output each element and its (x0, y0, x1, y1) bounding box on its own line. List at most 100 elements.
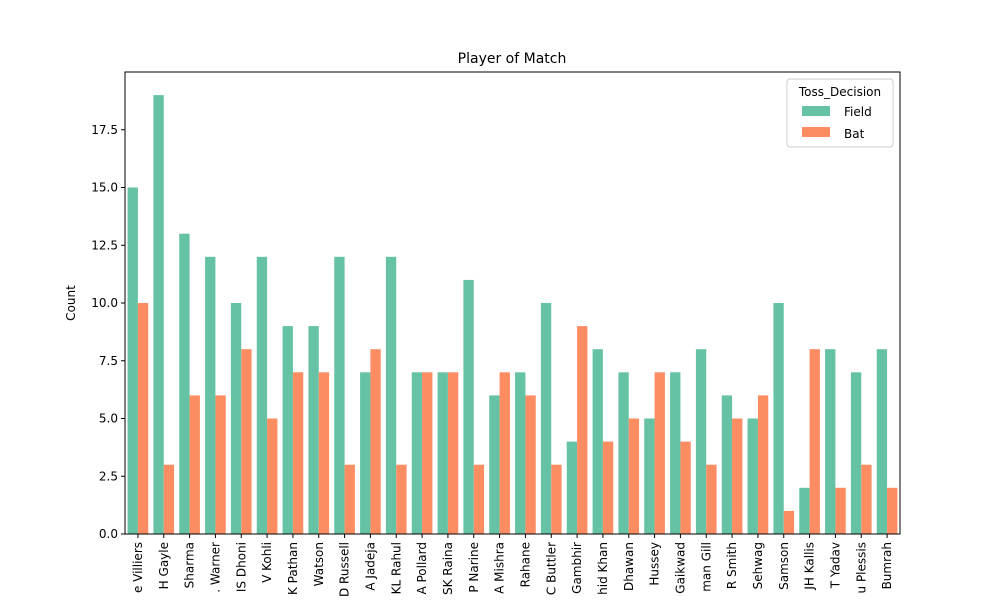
x-tick-label: Sharma (183, 542, 197, 588)
bar-field-11 (411, 372, 423, 534)
bar-bat-10 (396, 464, 407, 534)
bar-field-20 (644, 418, 655, 534)
bar-field-9 (360, 372, 371, 534)
x-tick-label: Gambhir (570, 542, 584, 594)
bar-bat-28 (861, 464, 872, 534)
bar-bat-19 (628, 418, 640, 534)
y-tick-label: 7.5 (99, 354, 118, 368)
y-axis-ticks: 0.0 2.5 5.0 7.5 10.0 12.5 15.0 17.5 (91, 123, 125, 541)
bars-group (127, 95, 898, 534)
bar-bat-11 (422, 372, 433, 534)
bar-bat-17 (577, 326, 588, 534)
bar-bat-22 (706, 464, 717, 534)
bar-bat-16 (551, 464, 562, 534)
bar-field-21 (670, 372, 681, 534)
y-tick-label: 12.5 (91, 238, 118, 252)
x-tick-label: Sehwag (751, 542, 765, 589)
y-tick-label: 2.5 (99, 469, 118, 483)
x-tick-label: H Gayle (157, 542, 171, 589)
bar-bat-18 (602, 441, 614, 534)
x-tick-label: C Buttler (544, 542, 558, 595)
bar-bat-4 (241, 349, 252, 534)
bar-bat-27 (835, 487, 846, 534)
x-tick-label: Rahane (518, 542, 532, 587)
x-tick-label: A Mishra (493, 542, 507, 594)
y-tick-label: 0.0 (99, 527, 118, 541)
x-tick-label: . Warner (208, 542, 222, 593)
bar-field-22 (695, 349, 707, 534)
bar-bat-2 (189, 395, 200, 534)
bar-bat-21 (680, 441, 691, 534)
bar-bat-15 (525, 395, 536, 534)
bar-bat-5 (267, 418, 278, 534)
legend-title: Toss_Decision (798, 85, 881, 99)
legend-label-field: Field (844, 105, 872, 119)
x-tick-label: man Gill (699, 542, 713, 592)
chart-title: Player of Match (458, 51, 567, 67)
x-tick-label: Dhawan (622, 542, 636, 591)
x-tick-label: R Smith (725, 542, 739, 589)
bar-field-8 (334, 256, 345, 534)
bar-bat-25 (783, 510, 795, 534)
x-tick-label: IS Dhoni (234, 542, 248, 592)
x-tick-label: A Pollard (415, 542, 429, 595)
bar-field-29 (876, 349, 888, 534)
x-tick-label: T Yadav (828, 542, 842, 589)
bar-bat-7 (318, 372, 330, 534)
bar-bat-6 (292, 372, 304, 534)
bar-field-6 (282, 326, 293, 534)
bar-field-26 (799, 487, 810, 534)
bar-bat-9 (370, 349, 381, 534)
bar-field-4 (230, 303, 242, 534)
x-tick-label: KL Rahul (389, 542, 403, 594)
bar-field-25 (773, 303, 784, 534)
y-tick-label: 17.5 (91, 123, 118, 137)
bar-bat-14 (499, 372, 510, 534)
x-tick-label: e Villiers (131, 542, 145, 593)
bar-field-10 (385, 256, 397, 534)
bar-bat-24 (757, 395, 769, 534)
bar-field-23 (721, 395, 733, 534)
legend-swatch-field (802, 106, 830, 116)
x-tick-label: Watson (312, 542, 326, 586)
bar-bat-29 (887, 487, 898, 534)
bar-bat-20 (654, 372, 665, 534)
x-tick-label: JH Kallis (803, 542, 817, 591)
y-axis-label: Count (64, 285, 78, 321)
x-tick-label: P Narine (467, 542, 481, 593)
x-tick-label: hid Khan (596, 542, 610, 595)
legend: Toss_Decision Field Bat (786, 78, 894, 148)
bar-bat-0 (137, 303, 149, 534)
bar-field-24 (747, 418, 758, 534)
bar-field-15 (515, 372, 526, 534)
bar-field-5 (256, 256, 268, 534)
x-tick-label: Samson (777, 542, 791, 590)
bar-bat-26 (809, 349, 820, 534)
x-tick-label: SK Raina (441, 542, 455, 595)
x-tick-label: Bumrah (880, 542, 894, 589)
x-tick-label: D Russell (338, 542, 352, 597)
bar-field-3 (205, 256, 216, 534)
bar-field-14 (489, 395, 500, 534)
x-tick-label: K Pathan (286, 542, 300, 595)
bar-field-27 (825, 349, 836, 534)
bar-field-19 (618, 372, 629, 534)
bar-bat-1 (163, 464, 175, 534)
x-axis-ticks: e Villiers H Gayle Sharma . Warner IS Dhoni V… (131, 534, 894, 597)
y-tick-label: 5.0 (99, 412, 118, 426)
plot-area-frame (124, 71, 901, 535)
x-tick-label: A Jadeja (363, 542, 377, 591)
x-tick-label: V Kohli (260, 542, 274, 583)
x-tick-label: Gaikwad (673, 542, 687, 594)
y-tick-label: 15.0 (91, 181, 118, 195)
bar-bat-23 (732, 418, 743, 534)
bar-field-18 (592, 349, 603, 534)
bar-bat-13 (473, 464, 485, 534)
bar-bat-3 (215, 395, 226, 534)
bar-bat-12 (447, 372, 459, 534)
x-tick-label: Hussey (648, 542, 662, 586)
bar-field-0 (127, 187, 138, 534)
bar-bat-8 (344, 464, 355, 534)
bar-field-12 (437, 372, 448, 534)
bar-field-13 (463, 279, 474, 534)
